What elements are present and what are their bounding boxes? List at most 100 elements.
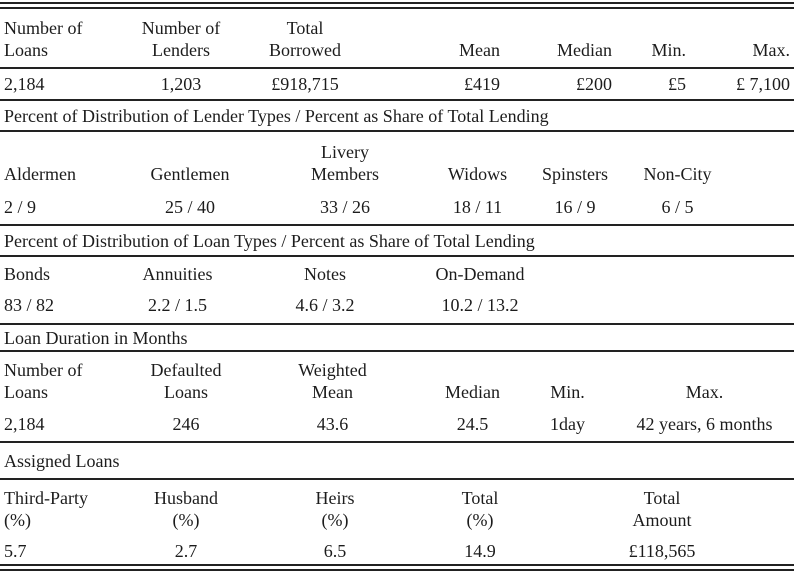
value-cell: 16 / 9 (554, 197, 596, 217)
lender-types-section: Percent of Distribution of Lender Types … (0, 101, 794, 224)
column-header-number-of-loans: Number of Loans (0, 359, 132, 403)
value-cell: 24.5 (456, 414, 489, 434)
column-header-on-demand: On-Demand (425, 263, 535, 285)
column-header-line: Loans (164, 382, 208, 402)
duration-header-row: Number of Loans Defaulted Loans Weighted… (0, 352, 794, 409)
value-cell: £118,565 (628, 541, 696, 561)
value-cell: 1,203 (160, 74, 202, 94)
value-cell: 10.2 / 13.2 (441, 295, 519, 315)
loan-types-value-row: 83 / 82 2.2 / 1.5 4.6 / 3.2 10.2 / 13.2 (0, 289, 794, 323)
value-cell: 42 years, 6 months (636, 414, 773, 434)
value-cell: 6 / 5 (661, 197, 694, 217)
column-header-notes: Notes (225, 263, 425, 285)
loan-types-section: Percent of Distribution of Loan Types / … (0, 226, 794, 323)
value-cell: 2 / 9 (4, 197, 37, 217)
column-header-heirs-pct: Heirs (%) (240, 487, 430, 531)
column-header-livery-members: Livery Members (250, 141, 440, 185)
column-header-line: Total (461, 488, 499, 508)
summary-value-row: 2,184 1,203 £918,715 £419 £200 £5 £ 7,10… (0, 69, 794, 99)
value-cell: 83 / 82 (4, 295, 55, 315)
column-header-line: Livery (321, 142, 369, 162)
value-cell: 14.9 (464, 541, 496, 561)
column-header-min: Min. (616, 39, 690, 61)
value-cell: £419 (464, 74, 500, 94)
value-cell: £918,715 (271, 74, 339, 94)
column-header-line: Median (445, 382, 500, 402)
value-cell: 4.6 / 3.2 (295, 295, 355, 315)
column-header-min: Min. (520, 381, 615, 403)
column-header-line: Median (557, 40, 612, 60)
divider (0, 224, 794, 226)
column-header-line: Third-Party (4, 488, 88, 508)
value-cell: 18 / 11 (452, 197, 503, 217)
value-cell: 25 / 40 (164, 197, 215, 217)
column-header-line: Aldermen (4, 164, 76, 184)
divider (0, 130, 794, 132)
column-header-widows: Widows (440, 163, 515, 185)
column-header-line: Max. (685, 382, 724, 402)
column-header-line: On-Demand (435, 264, 525, 284)
column-header-line: Number of (141, 18, 221, 38)
section-title: Percent of Distribution of Lender Types … (4, 106, 549, 126)
value-cell: 33 / 26 (319, 197, 370, 217)
section-title: Assigned Loans (4, 451, 120, 471)
column-header-annuities: Annuities (130, 263, 225, 285)
bottom-border (0, 564, 794, 571)
value-cell: 6.5 (323, 541, 347, 561)
column-header-line: Max. (752, 40, 791, 60)
column-header-line: Annuities (142, 264, 213, 284)
column-header-line: Weighted (298, 360, 367, 380)
column-header-third-party-pct: Third-Party (%) (0, 487, 132, 531)
column-header-husband-pct: Husband (%) (132, 487, 240, 531)
divider (0, 441, 794, 443)
lender-types-header-row: Aldermen Gentlemen Livery Members Widows… (0, 132, 794, 190)
section-title: Loan Duration in Months (4, 328, 188, 348)
column-header-mean: Mean (380, 39, 504, 61)
value-cell: 2.7 (174, 541, 198, 561)
column-header-spinsters: Spinsters (515, 163, 635, 185)
section-title: Percent of Distribution of Loan Types / … (4, 231, 535, 251)
column-header-line: Number of (4, 360, 83, 380)
column-header-line: Loans (4, 382, 48, 402)
summary-stats-section: Number of Loans Number of Lenders Total … (0, 9, 794, 99)
assigned-header-row: Third-Party (%) Husband (%) Heirs (%) To… (0, 480, 794, 536)
value-cell: 43.6 (316, 414, 349, 434)
column-header-line: Number of (4, 18, 83, 38)
divider (0, 350, 794, 352)
assigned-value-row: 5.7 2.7 6.5 14.9 £118,565 (0, 536, 794, 564)
column-header-number-of-lenders: Number of Lenders (132, 17, 230, 61)
column-header-line: Heirs (315, 488, 355, 508)
lender-types-value-row: 2 / 9 25 / 40 33 / 26 18 / 11 16 / 9 6 /… (0, 190, 794, 224)
column-header-line: (%) (4, 510, 31, 530)
column-header-bonds: Bonds (0, 263, 130, 285)
value-cell: 2,184 (4, 74, 45, 94)
column-header-median: Median (425, 381, 520, 403)
column-header-line: Loans (4, 40, 48, 60)
column-header-total-borrowed: Total Borrowed (230, 17, 380, 61)
column-header-gentlemen: Gentlemen (130, 163, 250, 185)
value-cell: 5.7 (4, 541, 27, 561)
divider (0, 323, 794, 325)
column-header-defaulted-loans: Defaulted Loans (132, 359, 240, 403)
column-header-line: (%) (466, 510, 494, 530)
column-header-total-pct: Total (%) (430, 487, 530, 531)
column-header-line: Mean (459, 40, 500, 60)
summary-header-row: Number of Loans Number of Lenders Total … (0, 9, 794, 67)
column-header-line: Notes (304, 264, 346, 284)
column-header-line: Borrowed (269, 40, 341, 60)
column-header-line: Members (311, 164, 379, 184)
column-header-line: Min. (651, 40, 686, 60)
duration-value-row: 2,184 246 43.6 24.5 1day 42 years, 6 mon… (0, 409, 794, 441)
column-header-line: Widows (447, 164, 508, 184)
column-header-line: Spinsters (541, 164, 608, 184)
loan-duration-section: Loan Duration in Months Number of Loans … (0, 325, 794, 441)
column-header-median: Median (504, 39, 616, 61)
value-cell: £200 (576, 74, 612, 94)
column-header-line: (%) (321, 510, 349, 530)
column-header-weighted-mean: Weighted Mean (240, 359, 425, 403)
assigned-loans-section: Assigned Loans Third-Party (%) Husband (… (0, 443, 794, 564)
divider (0, 99, 794, 101)
column-header-line: Total (643, 488, 681, 508)
column-header-line: Husband (154, 488, 218, 508)
column-header-aldermen: Aldermen (0, 163, 130, 185)
